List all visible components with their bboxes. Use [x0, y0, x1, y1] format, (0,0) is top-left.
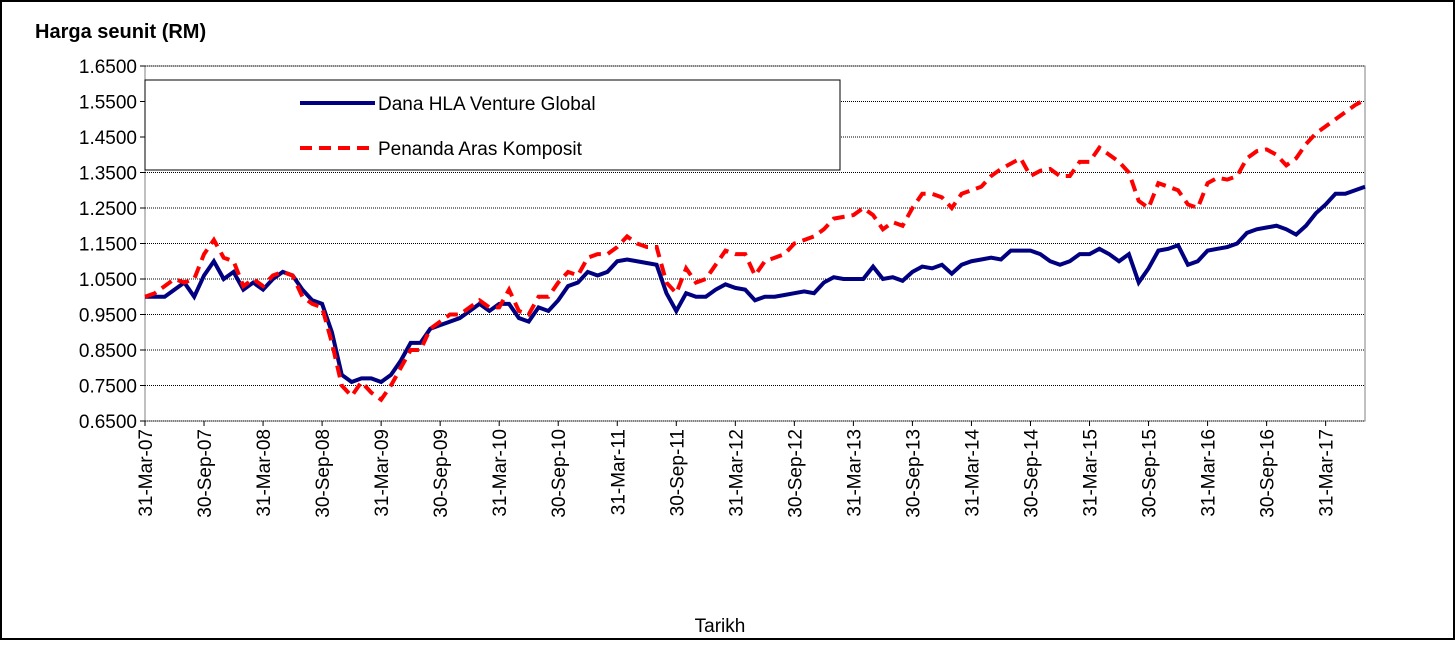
y-tick-label: 1.5500: [79, 93, 137, 114]
x-axis-label: Tarikh: [695, 616, 746, 637]
y-tick-label: 0.9500: [79, 306, 137, 327]
y-tick-label: 1.4500: [79, 128, 137, 149]
x-tick-label: 31-Mar-13: [844, 429, 865, 517]
x-tick-label: 31-Mar-16: [1199, 429, 1220, 517]
x-tick-label: 31-Mar-09: [372, 429, 393, 517]
x-tick-label: 31-Mar-08: [254, 429, 275, 517]
legend-label: Dana HLA Venture Global: [378, 94, 596, 115]
chart-title: Harga seunit (RM): [35, 21, 206, 43]
x-tick-label: 30-Sep-09: [431, 429, 452, 518]
x-tick-label: 31-Mar-17: [1317, 429, 1338, 517]
x-tick-label: 31-Mar-10: [490, 429, 511, 517]
x-tick-label: 30-Sep-08: [313, 429, 334, 518]
x-tick-label: 30-Sep-13: [903, 429, 924, 518]
x-tick-label: 30-Sep-07: [195, 429, 216, 518]
y-tick-label: 1.2500: [79, 199, 137, 220]
x-tick-label: 30-Sep-15: [1140, 429, 1161, 518]
legend-label: Penanda Aras Komposit: [378, 139, 583, 160]
x-tick-label: 31-Mar-11: [608, 429, 629, 515]
x-tick-label: 30-Sep-14: [1021, 429, 1042, 518]
y-tick-label: 1.6500: [79, 57, 137, 78]
y-tick-label: 1.0500: [79, 270, 137, 291]
series-line: [144, 97, 1366, 403]
legend: [144, 79, 841, 171]
y-tick-label: 0.7500: [79, 377, 137, 398]
x-tick-label: 30-Sep-16: [1258, 429, 1279, 518]
y-tick-label: 1.3500: [79, 164, 137, 185]
x-tick-label: 31-Mar-07: [136, 429, 157, 517]
x-tick-label: 30-Sep-10: [549, 429, 570, 518]
y-tick-label: 1.1500: [79, 235, 137, 256]
y-tick-label: 0.8500: [79, 341, 137, 362]
y-tick-label: 0.6500: [79, 412, 137, 433]
x-tick-label: 31-Mar-15: [1081, 429, 1102, 517]
x-tick-label: 31-Mar-14: [962, 429, 983, 517]
series-line: [145, 184, 1366, 385]
x-tick-label: 30-Sep-12: [785, 429, 806, 518]
x-tick-label: 31-Mar-12: [726, 429, 747, 517]
x-tick-label: 30-Sep-11: [667, 429, 688, 516]
